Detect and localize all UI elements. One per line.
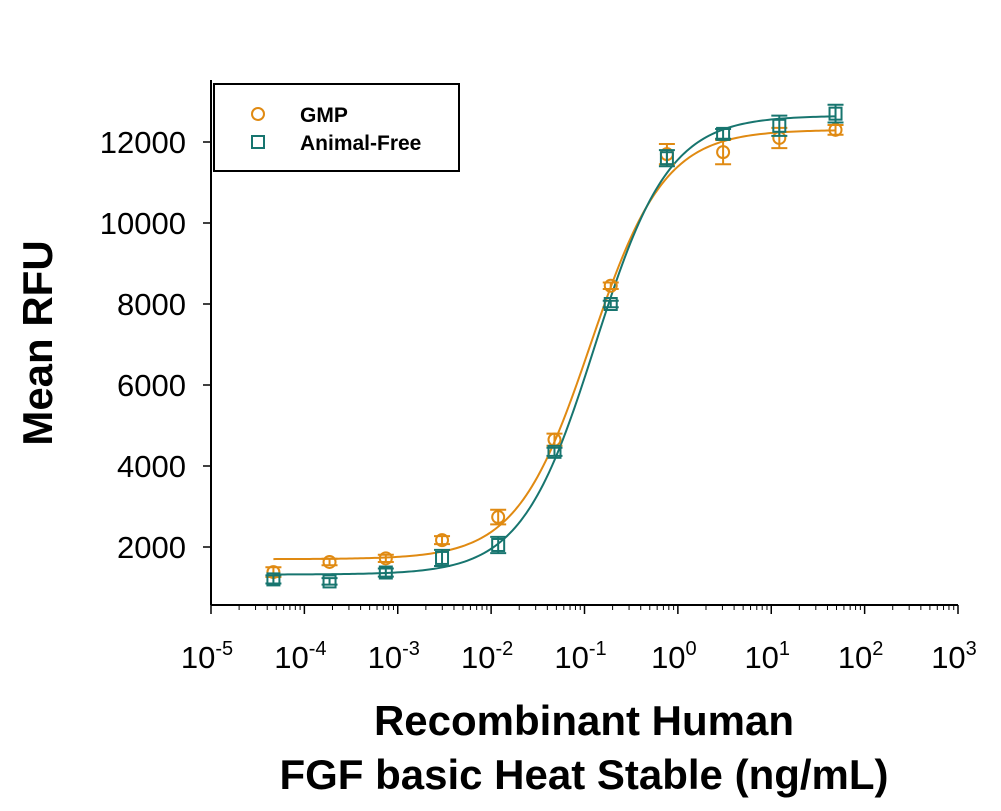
circle-marker bbox=[378, 551, 393, 566]
legend-square-icon bbox=[251, 135, 265, 149]
data-point-animal-free bbox=[265, 572, 282, 587]
square-marker bbox=[491, 537, 506, 552]
square-marker bbox=[659, 151, 674, 166]
data-point-gmp bbox=[434, 533, 451, 548]
y-tick-label: 8000 bbox=[117, 287, 186, 322]
circle-marker bbox=[603, 278, 618, 293]
x-tick-label: 10-2 bbox=[461, 638, 513, 675]
y-tick-label: 10000 bbox=[100, 206, 186, 241]
data-point-animal-free bbox=[490, 535, 507, 555]
square-marker bbox=[378, 565, 393, 580]
data-point-animal-free bbox=[602, 297, 619, 311]
square-marker bbox=[435, 550, 450, 565]
square-marker bbox=[266, 572, 281, 587]
x-tick-label: 101 bbox=[744, 638, 790, 675]
x-tick-label: 100 bbox=[651, 638, 697, 675]
legend: GMP Animal-Free bbox=[213, 83, 460, 172]
x-tick-label: 10-4 bbox=[274, 638, 326, 675]
legend-circle-icon bbox=[251, 107, 265, 121]
data-point-animal-free bbox=[546, 444, 563, 459]
square-marker bbox=[828, 106, 843, 121]
x-axis-title-line1: Recombinant Human bbox=[374, 697, 794, 744]
x-tick-label: 10-3 bbox=[368, 638, 420, 675]
circle-marker bbox=[491, 510, 506, 525]
y-tick-label: 2000 bbox=[117, 530, 186, 565]
circle-marker bbox=[716, 145, 731, 160]
data-point-gmp bbox=[602, 278, 619, 293]
data-points bbox=[265, 103, 844, 589]
data-point-animal-free bbox=[715, 126, 732, 141]
circle-marker bbox=[322, 554, 337, 569]
data-point-gmp bbox=[827, 122, 844, 137]
square-marker bbox=[547, 444, 562, 459]
x-tick-label: 102 bbox=[838, 638, 884, 675]
x-ticks: 10-5 10-4 10-3 10-2 10-1 100 101 102 103 bbox=[181, 605, 977, 675]
data-point-animal-free bbox=[827, 103, 844, 124]
data-point-animal-free bbox=[658, 149, 675, 168]
fit-curve-animal-free bbox=[273, 115, 836, 576]
legend-label-gmp: GMP bbox=[300, 104, 348, 127]
data-point-animal-free bbox=[771, 114, 788, 137]
data-point-gmp bbox=[377, 551, 394, 566]
fit-curve-gmp bbox=[273, 129, 836, 561]
x-tick-label: 10-1 bbox=[554, 638, 606, 675]
data-point-gmp bbox=[546, 432, 563, 447]
x-axis-title-line2: FGF basic Heat Stable (ng/mL) bbox=[279, 751, 888, 798]
data-point-animal-free bbox=[321, 574, 338, 589]
y-axis-title: Mean RFU bbox=[14, 240, 61, 445]
circle-marker bbox=[828, 122, 843, 137]
data-point-animal-free bbox=[377, 565, 394, 580]
y-tick-label: 12000 bbox=[100, 125, 186, 160]
y-tick-label: 4000 bbox=[117, 449, 186, 484]
square-marker bbox=[716, 126, 731, 141]
data-point-gmp bbox=[490, 508, 507, 526]
square-marker bbox=[603, 297, 618, 311]
fit-curves bbox=[273, 115, 836, 576]
legend-box bbox=[213, 83, 460, 172]
y-tick-label: 6000 bbox=[117, 368, 186, 403]
circle-marker bbox=[435, 533, 450, 548]
legend-label-animal-free: Animal-Free bbox=[300, 132, 421, 155]
square-marker bbox=[322, 574, 337, 589]
data-point-gmp bbox=[321, 554, 338, 569]
x-tick-label: 103 bbox=[931, 638, 977, 675]
x-tick-label: 10-5 bbox=[181, 638, 233, 675]
square-marker bbox=[772, 118, 787, 133]
data-point-animal-free bbox=[434, 548, 451, 568]
y-ticks: 2000 4000 6000 8000 10000 12000 bbox=[100, 125, 211, 565]
